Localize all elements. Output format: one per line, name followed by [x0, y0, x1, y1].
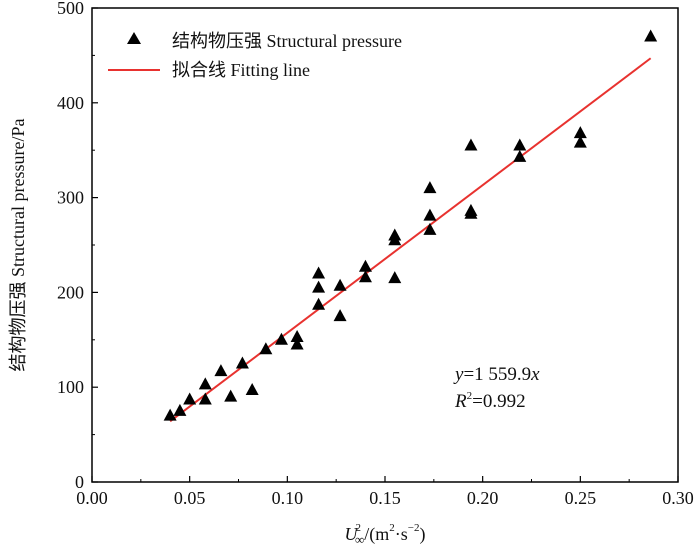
data-point [573, 135, 587, 148]
legend: 结构物压强 Structural pressure 拟合线 Fitting li… [108, 31, 402, 80]
x-tick-label: 0.15 [369, 488, 401, 508]
data-point [274, 332, 288, 345]
data-point [358, 270, 372, 283]
y-tick-label: 100 [57, 377, 84, 397]
x-tick-label: 0.25 [565, 488, 597, 508]
data-point [198, 377, 212, 390]
data-point [290, 329, 304, 342]
data-point [224, 389, 238, 402]
data-point [312, 297, 326, 310]
equation-rest: =1 559.9 [463, 364, 531, 385]
y-tick-label: 0 [75, 472, 84, 492]
r2-symbol: R [454, 391, 467, 412]
y-axis-label: 结构物压强 Structural pressure/Pa [8, 119, 28, 372]
data-point [464, 138, 478, 151]
data-point [214, 364, 228, 377]
data-point [573, 126, 587, 139]
data-point [312, 266, 326, 279]
x-axis-label: U2 ∞/(m2·s−2) [345, 522, 426, 547]
legend-scatter-marker [127, 32, 141, 44]
data-point [423, 181, 437, 194]
data-point [183, 392, 197, 405]
data-point [235, 356, 249, 369]
x-tick-label: 0.20 [467, 488, 499, 508]
legend-fit-label: 拟合线 Fitting line [172, 60, 310, 80]
x-tick-label: 0.30 [662, 488, 694, 508]
data-point [333, 278, 347, 291]
data-point [513, 149, 527, 162]
svg-text:y=1 559.9x: y=1 559.9x [453, 364, 540, 385]
equation-x: x [530, 364, 540, 385]
equation-annotation: y=1 559.9x R2=0.992 [453, 364, 540, 412]
data-point [198, 392, 212, 405]
fit-line [169, 57, 652, 423]
data-point [290, 337, 304, 350]
data-point [173, 403, 187, 416]
data-point [388, 233, 402, 246]
x-tick-label: 0.00 [76, 488, 108, 508]
data-point [358, 259, 372, 272]
x-tick-label: 0.05 [174, 488, 206, 508]
data-point [513, 138, 527, 151]
data-point [464, 206, 478, 219]
data-point [423, 208, 437, 221]
y-tick-label: 200 [57, 282, 84, 302]
y-tick-label: 300 [57, 188, 84, 208]
data-point [163, 408, 177, 421]
svg-text:R2=0.992: R2=0.992 [454, 390, 526, 412]
y-tick-label: 400 [57, 93, 84, 113]
data-point [388, 271, 402, 284]
data-point [333, 309, 347, 322]
y-tick-label: 500 [57, 0, 84, 18]
r2-sup: 2 [467, 390, 473, 402]
x-tick-label: 0.10 [272, 488, 304, 508]
data-point [312, 280, 326, 293]
data-point [259, 342, 273, 355]
legend-scatter-label: 结构物压强 Structural pressure [172, 31, 402, 51]
r2-value: =0.992 [472, 391, 525, 412]
data-point [423, 222, 437, 235]
equation-var: y [453, 364, 464, 385]
data-point [644, 29, 658, 42]
data-point [245, 383, 259, 396]
